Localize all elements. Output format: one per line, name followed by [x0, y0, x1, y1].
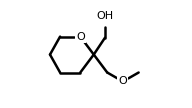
Text: OH: OH: [96, 11, 113, 21]
Text: O: O: [118, 76, 127, 87]
Text: O: O: [76, 32, 85, 42]
